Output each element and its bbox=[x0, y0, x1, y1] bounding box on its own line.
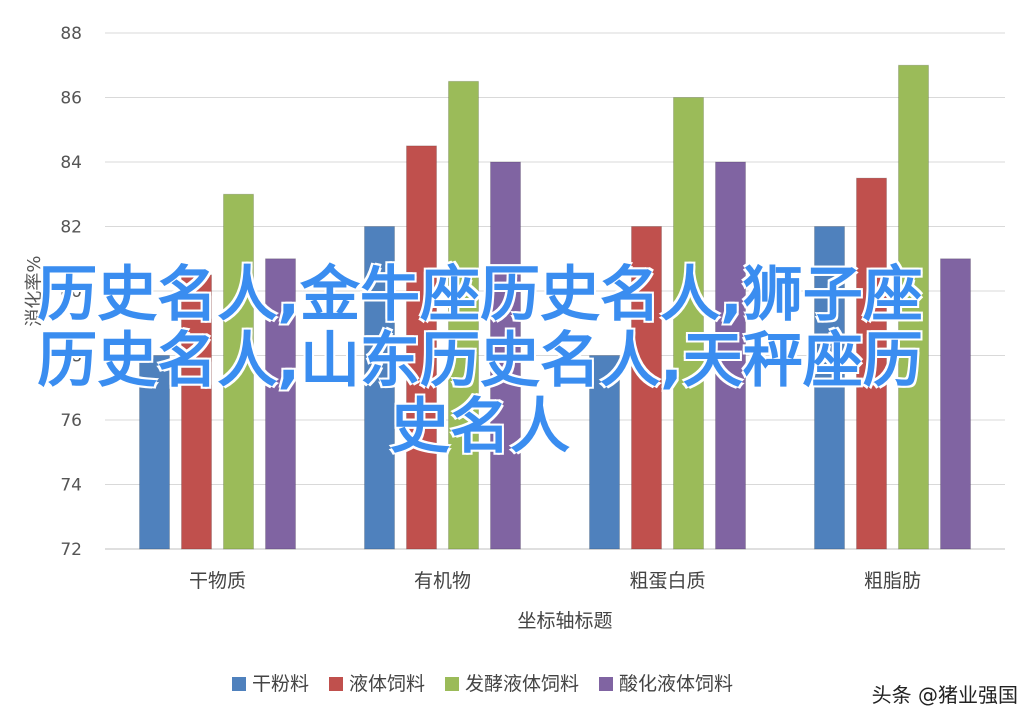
x-tick-label: 干物质 bbox=[189, 570, 246, 592]
legend-swatch bbox=[445, 677, 459, 691]
bar bbox=[181, 274, 212, 550]
legend-swatch bbox=[599, 677, 613, 691]
y-tick-label: 84 bbox=[60, 153, 82, 173]
y-tick-label: 78 bbox=[60, 347, 82, 367]
bar bbox=[589, 355, 620, 550]
legend-label: 发酵液体饲料 bbox=[465, 673, 579, 695]
bar bbox=[715, 161, 746, 550]
bar bbox=[856, 177, 887, 550]
legend-swatch bbox=[232, 677, 246, 691]
bar bbox=[265, 258, 296, 550]
x-tick-label: 有机物 bbox=[414, 570, 471, 592]
x-tick-label: 粗脂肪 bbox=[864, 570, 921, 592]
y-tick-label: 88 bbox=[60, 24, 82, 44]
y-tick-label: 76 bbox=[60, 411, 82, 431]
bar bbox=[364, 226, 395, 550]
bar bbox=[673, 97, 704, 550]
bar bbox=[631, 226, 662, 550]
bar bbox=[406, 145, 437, 550]
watermark-text: 头条 @猪业强国 bbox=[871, 683, 1018, 707]
bar bbox=[898, 64, 929, 550]
bar bbox=[223, 193, 254, 550]
bar bbox=[490, 161, 521, 550]
bar bbox=[139, 355, 170, 550]
overlay-title-text: 历史名人,金牛座历史名人,狮子座历史名人,山东历史名人,天秤座历史名人 bbox=[37, 260, 923, 462]
x-axis-title: 坐标轴标题 bbox=[517, 610, 612, 632]
legend-label: 液体饲料 bbox=[349, 673, 425, 695]
bar bbox=[940, 258, 971, 550]
x-tick-label: 粗蛋白质 bbox=[629, 570, 705, 592]
legend-label: 酸化液体饲料 bbox=[619, 673, 733, 695]
y-tick-label: 86 bbox=[60, 89, 82, 109]
y-axis-title: 消化率% bbox=[24, 255, 45, 326]
legend-label: 干粉料 bbox=[252, 673, 309, 695]
bar bbox=[814, 226, 845, 550]
y-tick-label: 82 bbox=[60, 218, 82, 238]
y-tick-label: 74 bbox=[60, 476, 82, 496]
y-tick-label: 80 bbox=[60, 282, 82, 302]
legend-swatch bbox=[329, 677, 343, 691]
y-tick-label: 72 bbox=[60, 540, 82, 560]
bar bbox=[448, 80, 479, 550]
